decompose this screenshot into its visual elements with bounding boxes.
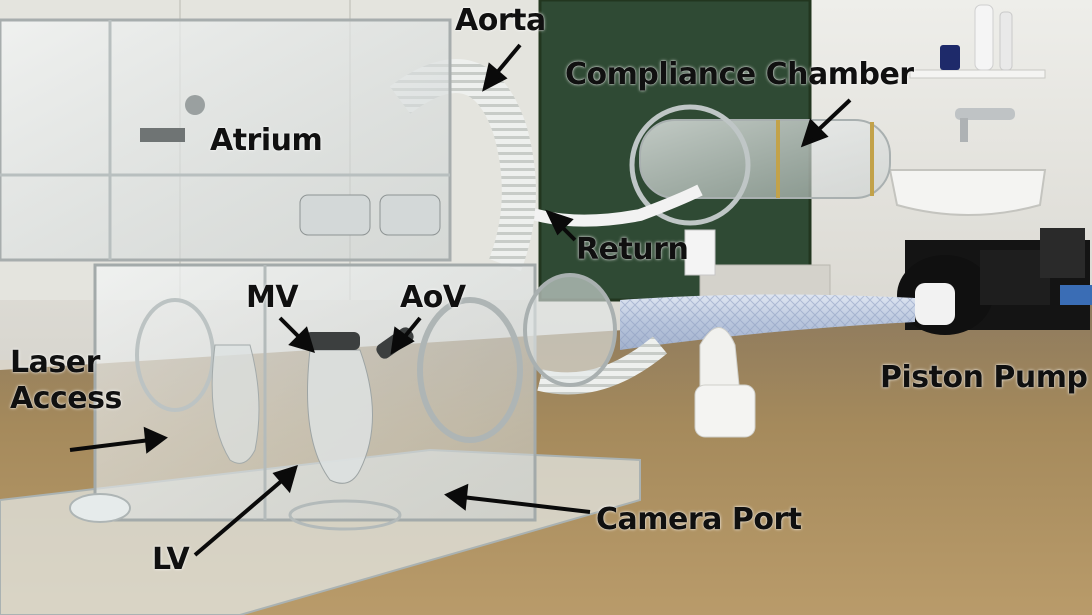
atrium-label: Atrium — [210, 123, 323, 158]
compliance-chamber-label: Compliance Chamber — [565, 57, 914, 92]
laser-access-line1: Laser — [10, 345, 100, 380]
aortic-valve-label: AoV — [400, 280, 466, 315]
aorta-label: Aorta — [455, 3, 546, 38]
camera-port-label: Camera Port — [596, 502, 802, 537]
left-ventricle-label: LV — [152, 542, 190, 577]
laser-access-line2: Access — [10, 381, 122, 416]
mitral-valve-label: MV — [246, 280, 299, 315]
laser-access-label: Laser Access — [10, 345, 122, 417]
piston-pump-label: Piston Pump — [880, 360, 1088, 395]
return-label: Return — [576, 232, 689, 267]
